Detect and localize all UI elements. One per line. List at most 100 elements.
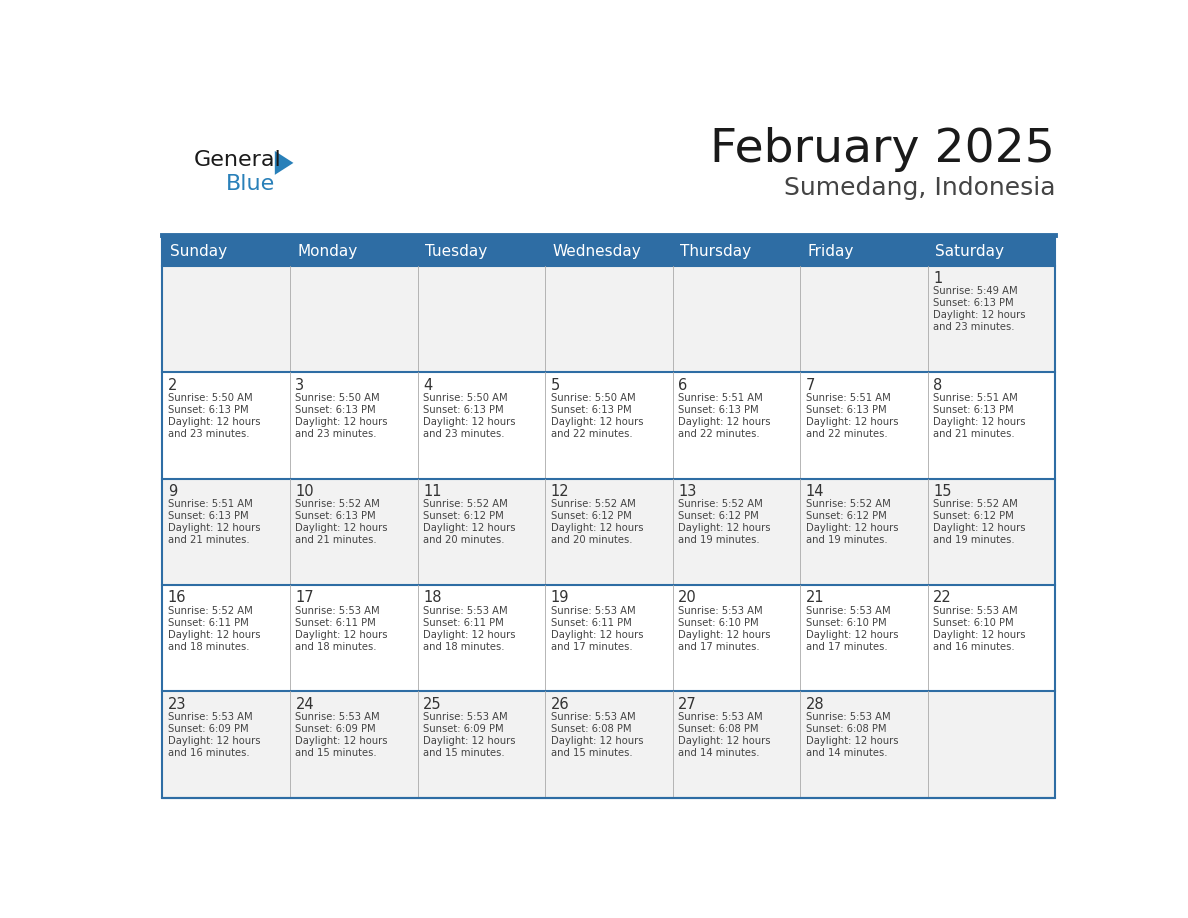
Text: Sunrise: 5:53 AM: Sunrise: 5:53 AM xyxy=(168,712,253,722)
Text: Daylight: 12 hours: Daylight: 12 hours xyxy=(805,417,898,427)
Bar xyxy=(417,237,545,265)
Text: Thursday: Thursday xyxy=(681,243,751,259)
Text: Sunset: 6:09 PM: Sunset: 6:09 PM xyxy=(296,724,377,734)
Text: 9: 9 xyxy=(168,484,177,498)
Text: Sunrise: 5:51 AM: Sunrise: 5:51 AM xyxy=(678,393,763,403)
Text: and 21 minutes.: and 21 minutes. xyxy=(168,535,249,545)
Text: General: General xyxy=(194,151,282,170)
Text: and 22 minutes.: and 22 minutes. xyxy=(805,429,887,439)
Text: 16: 16 xyxy=(168,590,187,605)
Text: Sunset: 6:12 PM: Sunset: 6:12 PM xyxy=(678,511,759,521)
Text: Sunrise: 5:50 AM: Sunrise: 5:50 AM xyxy=(168,393,253,403)
Text: Daylight: 12 hours: Daylight: 12 hours xyxy=(550,523,643,533)
Text: and 21 minutes.: and 21 minutes. xyxy=(933,429,1015,439)
Text: Sunrise: 5:52 AM: Sunrise: 5:52 AM xyxy=(423,499,507,509)
Text: Sunset: 6:10 PM: Sunset: 6:10 PM xyxy=(933,618,1013,628)
Text: Tuesday: Tuesday xyxy=(425,243,487,259)
Text: Sunset: 6:08 PM: Sunset: 6:08 PM xyxy=(550,724,631,734)
Text: Sunrise: 5:52 AM: Sunrise: 5:52 AM xyxy=(805,499,890,509)
Bar xyxy=(163,691,1055,798)
Text: Daylight: 12 hours: Daylight: 12 hours xyxy=(805,630,898,640)
Text: Daylight: 12 hours: Daylight: 12 hours xyxy=(296,736,388,746)
Text: Sunset: 6:13 PM: Sunset: 6:13 PM xyxy=(168,405,248,415)
Bar xyxy=(672,237,801,265)
Bar xyxy=(163,478,1055,585)
Text: Sunset: 6:13 PM: Sunset: 6:13 PM xyxy=(296,405,377,415)
Text: and 23 minutes.: and 23 minutes. xyxy=(296,429,377,439)
Text: Sunday: Sunday xyxy=(170,243,227,259)
Text: Sunset: 6:12 PM: Sunset: 6:12 PM xyxy=(423,511,504,521)
Text: 3: 3 xyxy=(296,377,304,393)
Text: Sunset: 6:11 PM: Sunset: 6:11 PM xyxy=(423,618,504,628)
Text: and 20 minutes.: and 20 minutes. xyxy=(423,535,505,545)
Text: 28: 28 xyxy=(805,697,824,711)
Text: Sunset: 6:12 PM: Sunset: 6:12 PM xyxy=(550,511,631,521)
Text: Daylight: 12 hours: Daylight: 12 hours xyxy=(678,417,771,427)
Text: Sunset: 6:10 PM: Sunset: 6:10 PM xyxy=(805,618,886,628)
Text: Daylight: 12 hours: Daylight: 12 hours xyxy=(296,523,388,533)
Text: Sunset: 6:13 PM: Sunset: 6:13 PM xyxy=(296,511,377,521)
Text: Sunrise: 5:53 AM: Sunrise: 5:53 AM xyxy=(933,606,1018,616)
Text: Wednesday: Wednesday xyxy=(552,243,642,259)
Text: Saturday: Saturday xyxy=(935,243,1004,259)
Text: Sunrise: 5:53 AM: Sunrise: 5:53 AM xyxy=(678,712,763,722)
Text: 24: 24 xyxy=(296,697,314,711)
Bar xyxy=(545,237,672,265)
Text: and 19 minutes.: and 19 minutes. xyxy=(678,535,759,545)
Bar xyxy=(163,372,1055,478)
Text: Sunrise: 5:51 AM: Sunrise: 5:51 AM xyxy=(805,393,890,403)
Text: Daylight: 12 hours: Daylight: 12 hours xyxy=(296,630,388,640)
Text: and 23 minutes.: and 23 minutes. xyxy=(933,322,1015,332)
Text: and 23 minutes.: and 23 minutes. xyxy=(423,429,505,439)
Text: 18: 18 xyxy=(423,590,442,605)
Text: and 15 minutes.: and 15 minutes. xyxy=(550,748,632,758)
Text: and 16 minutes.: and 16 minutes. xyxy=(168,748,249,758)
Bar xyxy=(928,237,1055,265)
Bar xyxy=(163,265,1055,372)
Text: and 14 minutes.: and 14 minutes. xyxy=(805,748,887,758)
Text: Blue: Blue xyxy=(226,174,276,194)
Text: and 17 minutes.: and 17 minutes. xyxy=(550,642,632,652)
Text: Sunrise: 5:53 AM: Sunrise: 5:53 AM xyxy=(423,712,507,722)
Bar xyxy=(163,585,1055,691)
Text: 26: 26 xyxy=(550,697,569,711)
Text: and 17 minutes.: and 17 minutes. xyxy=(805,642,887,652)
Bar xyxy=(801,237,928,265)
Text: and 16 minutes.: and 16 minutes. xyxy=(933,642,1015,652)
Text: 7: 7 xyxy=(805,377,815,393)
Text: Daylight: 12 hours: Daylight: 12 hours xyxy=(168,523,260,533)
Text: Daylight: 12 hours: Daylight: 12 hours xyxy=(423,736,516,746)
Text: Sunrise: 5:53 AM: Sunrise: 5:53 AM xyxy=(550,712,636,722)
Text: and 22 minutes.: and 22 minutes. xyxy=(678,429,759,439)
Text: 6: 6 xyxy=(678,377,688,393)
Text: Sunrise: 5:53 AM: Sunrise: 5:53 AM xyxy=(678,606,763,616)
Text: Sunrise: 5:50 AM: Sunrise: 5:50 AM xyxy=(550,393,636,403)
Text: Daylight: 12 hours: Daylight: 12 hours xyxy=(933,523,1025,533)
Text: Sunset: 6:13 PM: Sunset: 6:13 PM xyxy=(933,298,1013,308)
Text: Daylight: 12 hours: Daylight: 12 hours xyxy=(423,417,516,427)
Text: and 15 minutes.: and 15 minutes. xyxy=(296,748,377,758)
Text: Daylight: 12 hours: Daylight: 12 hours xyxy=(678,736,771,746)
Text: Sunset: 6:13 PM: Sunset: 6:13 PM xyxy=(805,405,886,415)
Text: Daylight: 12 hours: Daylight: 12 hours xyxy=(550,630,643,640)
Text: 20: 20 xyxy=(678,590,697,605)
Text: 19: 19 xyxy=(550,590,569,605)
Text: 4: 4 xyxy=(423,377,432,393)
Text: and 18 minutes.: and 18 minutes. xyxy=(168,642,249,652)
Text: 25: 25 xyxy=(423,697,442,711)
Text: and 22 minutes.: and 22 minutes. xyxy=(550,429,632,439)
Text: Daylight: 12 hours: Daylight: 12 hours xyxy=(296,417,388,427)
Text: and 19 minutes.: and 19 minutes. xyxy=(805,535,887,545)
Text: Daylight: 12 hours: Daylight: 12 hours xyxy=(678,523,771,533)
Text: Sunrise: 5:52 AM: Sunrise: 5:52 AM xyxy=(168,606,253,616)
Text: 10: 10 xyxy=(296,484,314,498)
Bar xyxy=(163,237,290,265)
Text: Sunrise: 5:53 AM: Sunrise: 5:53 AM xyxy=(805,712,890,722)
Text: Sunset: 6:08 PM: Sunset: 6:08 PM xyxy=(805,724,886,734)
Text: Sunrise: 5:52 AM: Sunrise: 5:52 AM xyxy=(550,499,636,509)
Text: Sunset: 6:13 PM: Sunset: 6:13 PM xyxy=(423,405,504,415)
Text: Sunset: 6:11 PM: Sunset: 6:11 PM xyxy=(168,618,248,628)
Text: Daylight: 12 hours: Daylight: 12 hours xyxy=(805,523,898,533)
Text: Sunrise: 5:52 AM: Sunrise: 5:52 AM xyxy=(296,499,380,509)
Text: Sunrise: 5:52 AM: Sunrise: 5:52 AM xyxy=(678,499,763,509)
